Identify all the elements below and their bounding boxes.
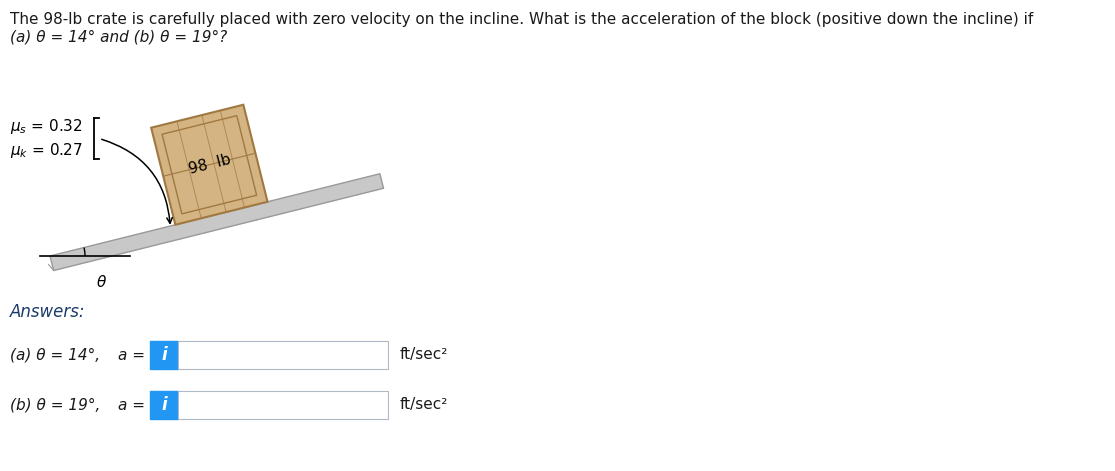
FancyBboxPatch shape <box>178 341 388 369</box>
Text: 98  lb: 98 lb <box>186 152 232 177</box>
Text: (a) θ = 14°,: (a) θ = 14°, <box>10 348 100 363</box>
Text: $\mu_s$ = 0.32: $\mu_s$ = 0.32 <box>10 116 83 136</box>
FancyBboxPatch shape <box>151 341 178 369</box>
Text: i: i <box>162 346 167 364</box>
Text: ft/sec²: ft/sec² <box>400 398 448 413</box>
Text: Answers:: Answers: <box>10 303 86 321</box>
Text: $\theta$: $\theta$ <box>97 274 107 290</box>
Text: a =: a = <box>118 348 145 363</box>
Text: a =: a = <box>118 398 145 413</box>
Text: ft/sec²: ft/sec² <box>400 348 448 363</box>
Text: $\mu_k$ = 0.27: $\mu_k$ = 0.27 <box>10 141 83 161</box>
Text: (b) θ = 19°,: (b) θ = 19°, <box>10 398 100 413</box>
Text: The 98-lb crate is carefully placed with zero velocity on the incline. What is t: The 98-lb crate is carefully placed with… <box>10 12 1034 27</box>
FancyBboxPatch shape <box>178 391 388 419</box>
FancyBboxPatch shape <box>151 391 178 419</box>
Text: (a) θ = 14° and (b) θ = 19°?: (a) θ = 14° and (b) θ = 19°? <box>10 30 227 45</box>
Polygon shape <box>152 105 268 225</box>
Polygon shape <box>50 174 384 270</box>
Text: i: i <box>162 396 167 414</box>
